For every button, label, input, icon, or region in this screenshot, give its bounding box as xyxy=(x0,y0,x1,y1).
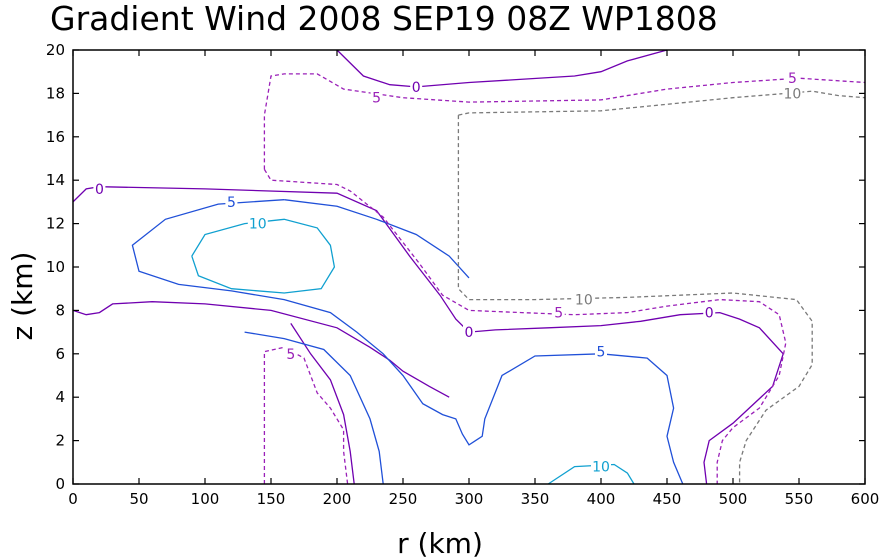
y-tick-label: 18 xyxy=(46,84,65,102)
contour-label: 10 xyxy=(575,293,593,309)
contour-label-bg xyxy=(591,458,611,475)
y-tick-label: 8 xyxy=(55,301,65,319)
contour-line-5 xyxy=(244,331,384,485)
x-tick-label: 550 xyxy=(785,490,814,508)
contour-label: 0 xyxy=(465,325,474,341)
contour-line-0 xyxy=(290,323,355,485)
contour-line-0 xyxy=(72,186,784,485)
y-tick-label: 12 xyxy=(46,215,65,233)
x-tick-label: 400 xyxy=(587,490,616,508)
contour-label-bg xyxy=(595,343,607,360)
contour-label-bg xyxy=(284,345,297,362)
x-axis-label: r (km) xyxy=(397,527,483,559)
contour-line-neg5 xyxy=(263,346,349,485)
x-tick-label: 600 xyxy=(851,490,879,508)
contour-line-5 xyxy=(284,199,470,279)
y-tick-label: 2 xyxy=(55,432,65,450)
contour-label: 5 xyxy=(554,306,563,322)
plot-frame xyxy=(72,49,866,485)
contour-label-bg xyxy=(93,180,106,197)
x-tick-label: 50 xyxy=(129,490,148,508)
y-tick-label: 10 xyxy=(46,258,65,276)
contour-label-bg xyxy=(782,85,803,102)
y-axis-label: z (km) xyxy=(6,252,39,341)
x-tick-label: 500 xyxy=(719,490,748,508)
contour-label-bg xyxy=(703,304,716,321)
contour-label-bg xyxy=(370,89,383,106)
contour-line-0 xyxy=(336,49,668,88)
contour-line-neg5 xyxy=(263,73,866,170)
contour-line-10 xyxy=(191,218,336,294)
x-tick-label: 250 xyxy=(389,490,418,508)
contour-label: 5 xyxy=(227,195,236,211)
y-tick-label: 4 xyxy=(55,388,65,406)
contour-line-0 xyxy=(72,301,450,398)
contour-label: 5 xyxy=(286,347,295,363)
contour-line-neg10 xyxy=(458,90,866,116)
contour-line-neg5 xyxy=(263,169,787,484)
contour-label-bg xyxy=(573,291,594,308)
contour-line-5 xyxy=(131,199,684,485)
contour-label-bg xyxy=(786,70,799,87)
y-tick-label: 0 xyxy=(55,475,65,493)
x-tick-label: 150 xyxy=(257,490,286,508)
y-tick-label: 16 xyxy=(46,128,65,146)
contour-label: 5 xyxy=(788,71,797,87)
x-tick-label: 350 xyxy=(521,490,550,508)
x-tick-label: 300 xyxy=(455,490,484,508)
chart-title: Gradient Wind 2008 SEP19 08Z WP1808 xyxy=(50,0,718,38)
y-tick-label: 20 xyxy=(46,41,65,59)
contour-label-bg xyxy=(463,324,475,341)
contour-label-bg xyxy=(247,215,268,232)
contour-label: 10 xyxy=(783,86,801,102)
contour-line-neg10 xyxy=(457,115,813,484)
x-tick-label: 100 xyxy=(191,490,220,508)
contour-label: 10 xyxy=(592,460,610,476)
y-tick-label: 14 xyxy=(46,171,65,189)
contour-label-bg xyxy=(552,304,565,321)
contour-lines xyxy=(72,49,866,485)
x-tick-label: 450 xyxy=(653,490,682,508)
y-tick-label: 6 xyxy=(55,345,65,363)
contour-label-bg xyxy=(225,193,238,210)
contour-label-bg xyxy=(410,78,423,95)
contour-label: 0 xyxy=(412,80,421,96)
contour-label: 10 xyxy=(249,217,267,233)
x-tick-label: 200 xyxy=(323,490,352,508)
x-axis: 0 50 100 150 200 250 300 350 400 450 500 550 600 xyxy=(68,50,879,508)
contour-label: 5 xyxy=(597,345,606,361)
contour-line-10 xyxy=(547,463,635,485)
contour-label: 0 xyxy=(705,306,714,322)
y-axis: 0 2 4 6 8 10 12 14 16 18 20 xyxy=(46,41,865,493)
contour-label: 5 xyxy=(372,91,381,107)
x-tick-label: 0 xyxy=(68,490,78,508)
contour-label: 0 xyxy=(95,182,104,198)
